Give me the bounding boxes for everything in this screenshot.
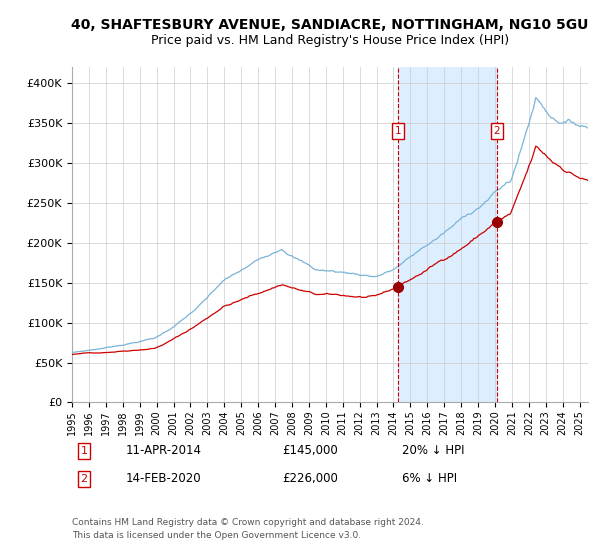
Text: 40, SHAFTESBURY AVENUE, SANDIACRE, NOTTINGHAM, NG10 5GU: 40, SHAFTESBURY AVENUE, SANDIACRE, NOTTI…	[71, 18, 589, 32]
Text: 14-FEB-2020: 14-FEB-2020	[126, 472, 202, 486]
Text: £226,000: £226,000	[282, 472, 338, 486]
Text: £145,000: £145,000	[282, 444, 338, 458]
Bar	[398, 67, 497, 403]
Text: 1: 1	[80, 446, 88, 456]
Text: Price paid vs. HM Land Registry's House Price Index (HPI): Price paid vs. HM Land Registry's House …	[151, 34, 509, 47]
Text: 20% ↓ HPI: 20% ↓ HPI	[402, 444, 464, 458]
Text: 11-APR-2014: 11-APR-2014	[126, 444, 202, 458]
Text: Contains HM Land Registry data © Crown copyright and database right 2024.
This d: Contains HM Land Registry data © Crown c…	[72, 519, 424, 540]
Text: 1: 1	[395, 126, 401, 136]
Text: 6% ↓ HPI: 6% ↓ HPI	[402, 472, 457, 486]
Text: 2: 2	[494, 126, 500, 136]
Text: 2: 2	[80, 474, 88, 484]
